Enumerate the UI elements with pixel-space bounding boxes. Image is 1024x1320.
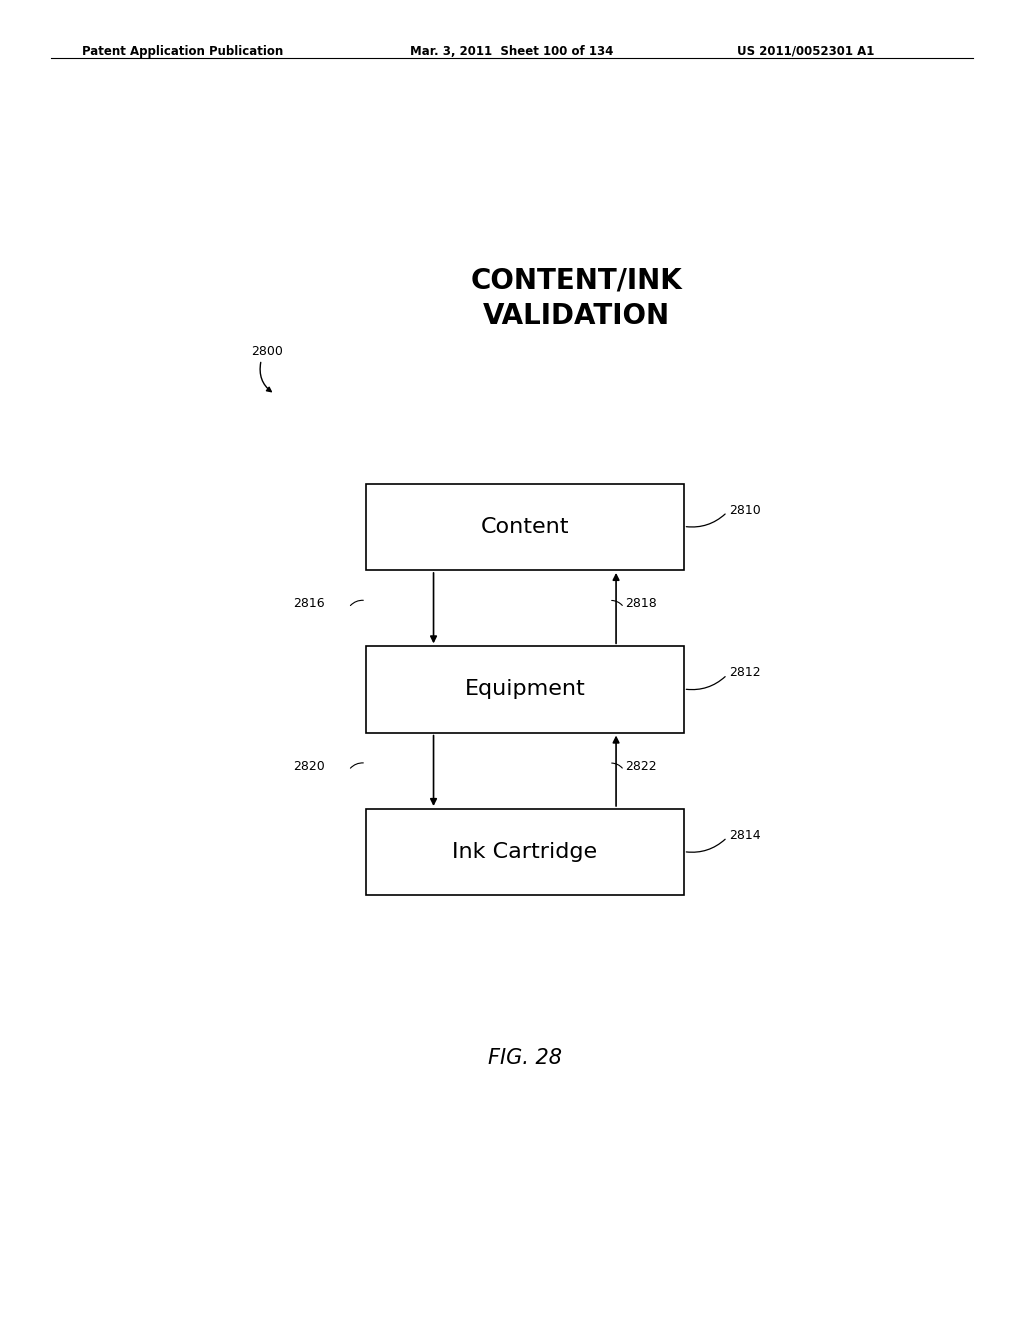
Text: Content: Content [480,517,569,537]
Text: 2816: 2816 [293,597,325,610]
Text: Equipment: Equipment [465,680,585,700]
Text: 2812: 2812 [729,667,761,680]
Text: VALIDATION: VALIDATION [483,302,670,330]
Text: Patent Application Publication: Patent Application Publication [82,45,284,58]
Text: Mar. 3, 2011  Sheet 100 of 134: Mar. 3, 2011 Sheet 100 of 134 [410,45,613,58]
Text: US 2011/0052301 A1: US 2011/0052301 A1 [737,45,874,58]
Text: 2822: 2822 [626,760,657,772]
Text: 2818: 2818 [626,597,657,610]
Text: 2810: 2810 [729,503,761,516]
Text: 2814: 2814 [729,829,761,842]
Bar [367,483,684,570]
Text: FIG. 28: FIG. 28 [487,1048,562,1068]
Text: Ink Cartridge: Ink Cartridge [453,842,597,862]
Bar [367,809,684,895]
Bar [367,647,684,733]
Text: 2820: 2820 [293,760,325,772]
Text: 2800: 2800 [251,345,283,358]
Text: CONTENT/INK: CONTENT/INK [470,267,682,294]
